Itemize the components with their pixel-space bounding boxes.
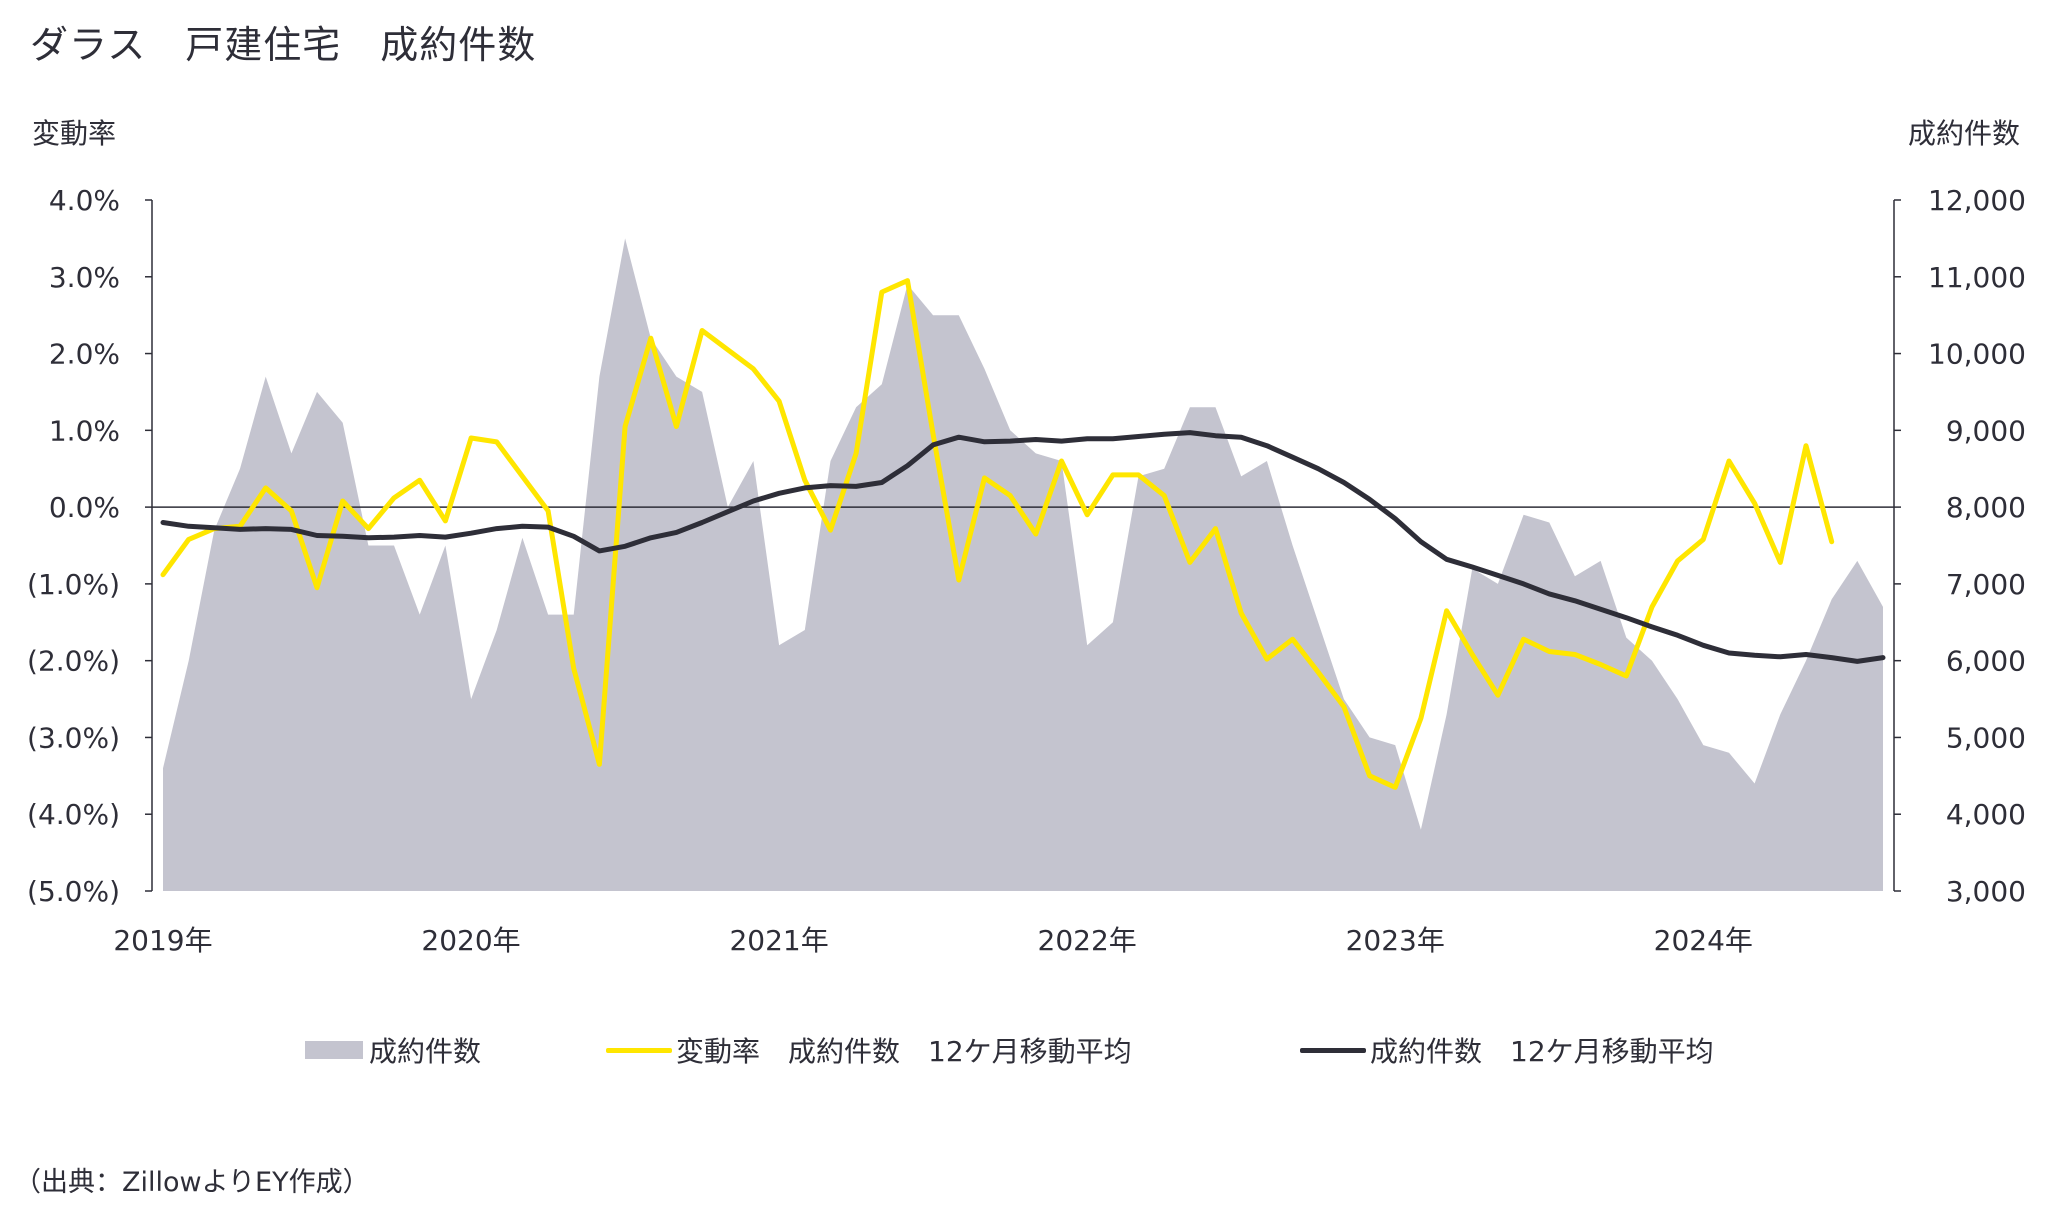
source-note: （出典：ZillowよりEY作成）: [14, 1167, 370, 1198]
left-tick-label: (1.0%): [27, 568, 120, 601]
x-axis: 2019年 2020年 2021年 2022年 2023年 2024年: [113, 924, 1753, 957]
right-tick-label: 7,000: [1946, 568, 2026, 601]
legend-label-moving-average: 成約件数 12ケ月移動平均: [1370, 1035, 1714, 1068]
left-axis-title: 変動率: [32, 117, 117, 150]
x-tick-label: 2020年: [421, 924, 520, 957]
right-tick-label: 8,000: [1946, 491, 2026, 524]
legend-swatch-moving-average: [1300, 1047, 1366, 1053]
left-tick-label: (2.0%): [27, 645, 120, 678]
legend-item-change: 変動率 成約件数 12ケ月移動平均: [606, 1030, 1132, 1070]
chart-title: ダラス 戸建住宅 成約件数: [30, 23, 537, 67]
legend-label-change: 変動率 成約件数 12ケ月移動平均: [676, 1035, 1132, 1068]
right-tick-label: 11,000: [1928, 261, 2026, 294]
series-area-contracts: [163, 238, 1883, 891]
left-tick-label: 2.0%: [49, 338, 120, 371]
right-tick-label: 6,000: [1946, 645, 2026, 678]
right-axis-title: 成約件数: [1907, 117, 2020, 150]
left-tick-label: (4.0%): [27, 798, 120, 831]
left-tick-label: 0.0%: [49, 491, 120, 524]
right-axis: 12,000 11,000 10,000 9,000 8,000 7,000 6,000 5,…: [1893, 184, 2026, 908]
left-tick-label: 3.0%: [49, 261, 120, 294]
left-tick-label: 4.0%: [49, 184, 120, 217]
right-tick-label: 12,000: [1928, 184, 2026, 217]
right-tick-label: 5,000: [1946, 721, 2026, 754]
legend-label-area: 成約件数: [369, 1035, 482, 1068]
left-tick-label: 1.0%: [49, 414, 120, 447]
x-tick-label: 2021年: [729, 924, 828, 957]
right-tick-label: 4,000: [1946, 798, 2026, 831]
left-tick-label: (3.0%): [27, 721, 120, 754]
x-tick-label: 2019年: [113, 924, 212, 957]
x-tick-label: 2022年: [1038, 924, 1137, 957]
series-line-change-rate: [160, 278, 1835, 790]
legend-item-area: 成約件数: [305, 1030, 481, 1070]
right-tick-label: 9,000: [1946, 414, 2026, 447]
right-tick-label: 3,000: [1946, 875, 2026, 908]
legend: 成約件数 変動率 成約件数 12ケ月移動平均 成約件数 12ケ月移動平均: [0, 1030, 2048, 1074]
series-line-moving-average: [160, 430, 1886, 664]
left-axis: 4.0% 3.0% 2.0% 1.0% 0.0% (1.0%) (2.0%) (3.0%) (4…: [27, 184, 153, 908]
plot-area: [152, 238, 1894, 891]
legend-swatch-area: [305, 1041, 363, 1059]
right-tick-label: 10,000: [1928, 338, 2026, 371]
x-tick-label: 2023年: [1346, 924, 1445, 957]
left-tick-label: (5.0%): [27, 875, 120, 908]
legend-item-moving-average: 成約件数 12ケ月移動平均: [1300, 1030, 1714, 1070]
x-tick-label: 2024年: [1654, 924, 1753, 957]
legend-swatch-change: [606, 1047, 672, 1053]
